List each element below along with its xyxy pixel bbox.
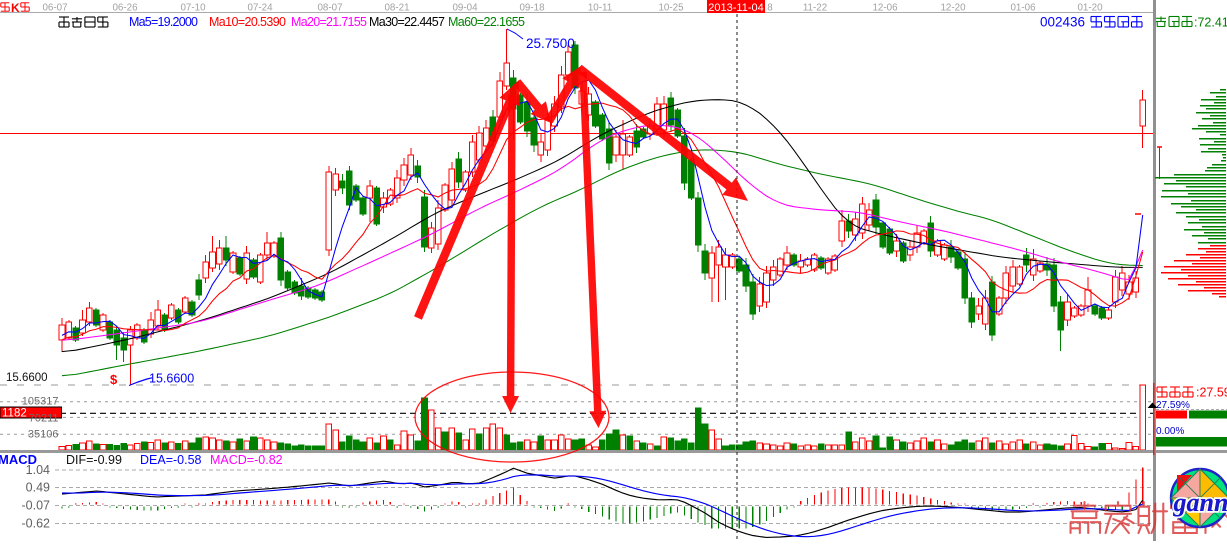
- svg-text:01-06: 01-06: [1010, 3, 1036, 14]
- svg-text:15.6600: 15.6600: [149, 372, 194, 386]
- svg-text::27.59: :27.59: [1196, 386, 1227, 400]
- svg-text:DEA=-0.58: DEA=-0.58: [140, 453, 202, 467]
- svg-text:1182: 1182: [2, 408, 27, 420]
- svg-text:0.00%: 0.00%: [1156, 426, 1184, 437]
- svg-text:8: 8: [767, 3, 773, 14]
- svg-text:MACD=-0.82: MACD=-0.82: [210, 453, 283, 467]
- svg-text:2013-11-04: 2013-11-04: [708, 2, 763, 14]
- svg-text:12-06: 12-06: [872, 3, 898, 14]
- svg-text:Ma10=20.5390: Ma10=20.5390: [209, 15, 286, 29]
- svg-text:11-22: 11-22: [803, 3, 827, 14]
- svg-text:105317: 105317: [22, 396, 59, 408]
- svg-text:09-18: 09-18: [519, 3, 545, 14]
- svg-text:Ma30=22.4457: Ma30=22.4457: [369, 15, 445, 29]
- svg-text:Ma20=21.7155: Ma20=21.7155: [291, 15, 367, 29]
- svg-text:10-25: 10-25: [658, 3, 684, 14]
- svg-text:12-20: 12-20: [940, 3, 966, 14]
- svg-text:MACD: MACD: [0, 452, 37, 467]
- svg-text:K: K: [11, 1, 20, 15]
- svg-text:09-04: 09-04: [452, 3, 478, 14]
- svg-text:-0.07: -0.07: [22, 499, 51, 513]
- svg-text:gann: gann: [1173, 488, 1227, 517]
- svg-text:gann: gann: [1173, 488, 1227, 517]
- svg-text:06-26: 06-26: [112, 3, 138, 14]
- svg-text:07-10: 07-10: [180, 3, 206, 14]
- svg-text:-0.62: -0.62: [22, 517, 51, 531]
- svg-text:01-20: 01-20: [1077, 3, 1103, 14]
- svg-text:07-24: 07-24: [247, 3, 273, 14]
- svg-text:DIF=-0.99: DIF=-0.99: [66, 453, 122, 467]
- svg-text:25.7500: 25.7500: [526, 36, 575, 51]
- svg-text:15.6600: 15.6600: [6, 372, 48, 384]
- svg-text:35106: 35106: [28, 429, 59, 441]
- svg-text:$: $: [110, 372, 118, 387]
- svg-text:27.59%: 27.59%: [1156, 400, 1190, 411]
- svg-text:Ma60=22.1655: Ma60=22.1655: [448, 15, 525, 29]
- svg-text:1.04: 1.04: [26, 463, 50, 477]
- svg-text:002436: 002436: [1040, 15, 1085, 30]
- svg-text:0.49: 0.49: [26, 481, 50, 495]
- svg-text:Ma5=19.2000: Ma5=19.2000: [129, 15, 198, 29]
- svg-text:06-07: 06-07: [42, 3, 67, 14]
- svg-text:70211: 70211: [29, 413, 59, 425]
- svg-text::72.41: :72.41: [1194, 16, 1227, 30]
- svg-text:08-07: 08-07: [317, 3, 342, 14]
- svg-text:08-21: 08-21: [384, 3, 409, 14]
- svg-text:10-11: 10-11: [588, 3, 612, 14]
